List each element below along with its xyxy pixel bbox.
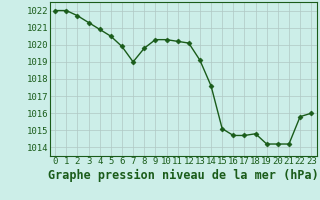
X-axis label: Graphe pression niveau de la mer (hPa): Graphe pression niveau de la mer (hPa)	[48, 169, 319, 182]
